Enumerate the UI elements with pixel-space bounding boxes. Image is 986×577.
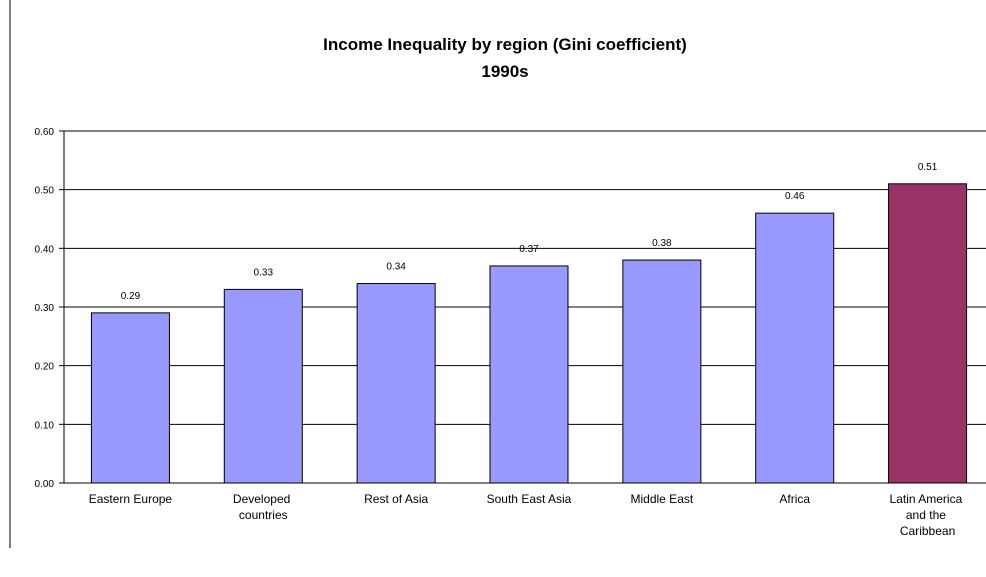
x-tick-label: Latin America and the Caribbean [890, 492, 966, 538]
value-label: 0.38 [652, 238, 672, 249]
bar [90, 312, 170, 484]
x-tick-label: Eastern Europe [89, 492, 173, 506]
x-tick-label: Rest of Asia [364, 492, 428, 506]
bar [489, 265, 569, 484]
bar [356, 283, 436, 484]
bar [622, 259, 702, 484]
value-label: 0.51 [918, 162, 938, 173]
x-tick-label: South East Asia [487, 492, 572, 506]
y-tick-label: 0.40 [35, 244, 55, 255]
chart-subtitle: 1990s [481, 62, 528, 81]
x-tick-label: Middle East [631, 492, 694, 506]
chart-title: Income Inequality by region (Gini coeffi… [323, 35, 687, 54]
bar [755, 212, 835, 484]
value-label: 0.37 [519, 244, 539, 255]
bar [223, 288, 303, 484]
x-tick-label: Africa [779, 492, 810, 506]
value-label: 0.33 [254, 267, 274, 278]
y-tick-label: 0.20 [35, 362, 55, 373]
bar [888, 183, 968, 484]
x-tick-label: Developed countries [233, 492, 294, 522]
y-tick-label: 0.30 [35, 303, 55, 314]
value-label: 0.34 [386, 262, 406, 273]
value-label: 0.29 [121, 291, 141, 302]
y-tick-label: 0.60 [35, 127, 55, 138]
y-tick-label: 0.50 [35, 186, 55, 197]
y-tick-label: 0.00 [35, 479, 55, 490]
y-tick-label: 0.10 [35, 420, 55, 431]
value-label: 0.46 [785, 191, 805, 202]
